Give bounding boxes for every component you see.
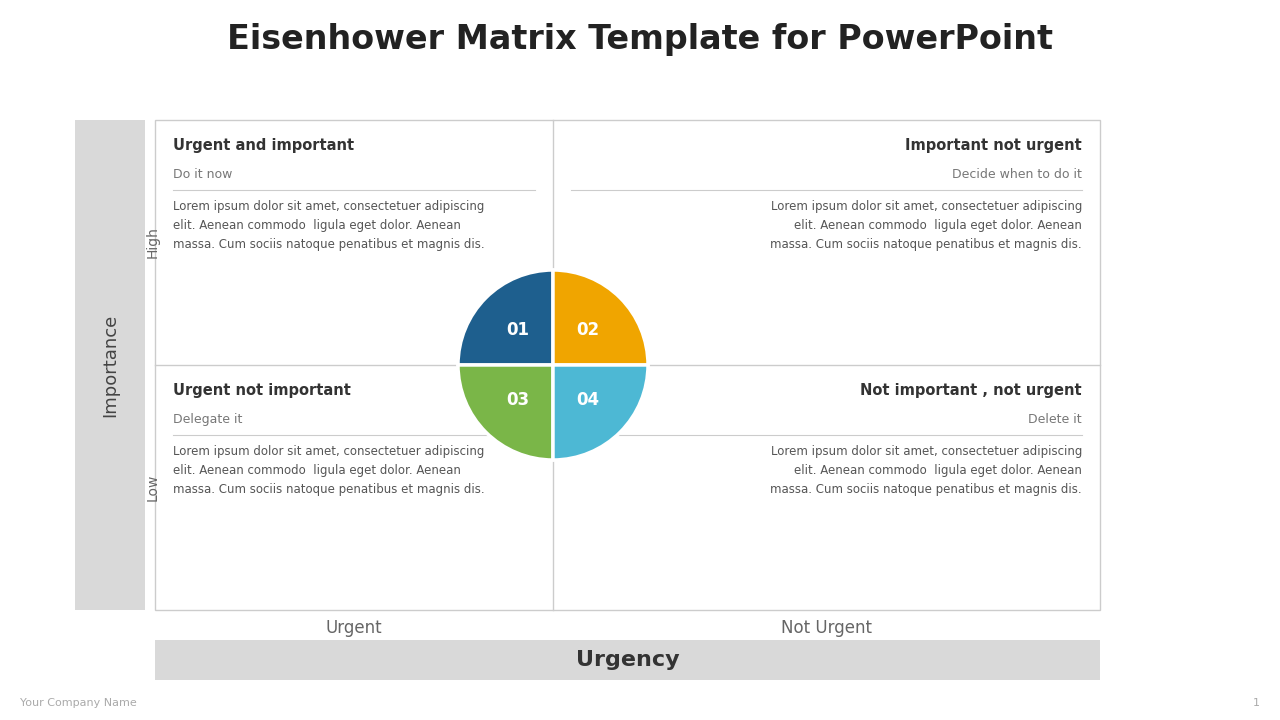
Wedge shape — [553, 365, 648, 460]
Wedge shape — [458, 365, 553, 460]
Bar — [155, 120, 1100, 610]
Text: Your Company Name: Your Company Name — [20, 698, 137, 708]
Text: Decide when to do it: Decide when to do it — [952, 168, 1082, 181]
Text: Lorem ipsum dolor sit amet, consectetuer adipiscing
elit. Aenean commodo  ligula: Lorem ipsum dolor sit amet, consectetuer… — [173, 445, 485, 496]
Text: 03: 03 — [507, 391, 530, 409]
Text: 01: 01 — [507, 321, 530, 339]
Text: Lorem ipsum dolor sit amet, consectetuer adipiscing
elit. Aenean commodo  ligula: Lorem ipsum dolor sit amet, consectetuer… — [771, 445, 1082, 496]
Bar — [155, 640, 1100, 680]
Text: Lorem ipsum dolor sit amet, consectetuer adipiscing
elit. Aenean commodo  ligula: Lorem ipsum dolor sit amet, consectetuer… — [771, 200, 1082, 251]
Text: Importance: Importance — [101, 313, 119, 417]
Text: Lorem ipsum dolor sit amet, consectetuer adipiscing
elit. Aenean commodo  ligula: Lorem ipsum dolor sit amet, consectetuer… — [173, 200, 485, 251]
Text: 1: 1 — [1253, 698, 1260, 708]
Text: 02: 02 — [576, 321, 599, 339]
Text: Urgent and important: Urgent and important — [173, 138, 355, 153]
Text: Urgency: Urgency — [576, 650, 680, 670]
Text: Delegate it: Delegate it — [173, 413, 242, 426]
Text: Low: Low — [146, 474, 160, 501]
Text: Urgent not important: Urgent not important — [173, 383, 351, 398]
Text: High: High — [146, 227, 160, 258]
Text: Delete it: Delete it — [1028, 413, 1082, 426]
Bar — [76, 120, 145, 610]
Text: Important not urgent: Important not urgent — [905, 138, 1082, 153]
Wedge shape — [458, 270, 553, 365]
Text: Not important , not urgent: Not important , not urgent — [860, 383, 1082, 398]
Text: Do it now: Do it now — [173, 168, 233, 181]
Wedge shape — [553, 270, 648, 365]
Text: Eisenhower Matrix Template for PowerPoint: Eisenhower Matrix Template for PowerPoin… — [227, 24, 1053, 56]
Text: 04: 04 — [576, 391, 599, 409]
Text: Urgent: Urgent — [325, 619, 383, 637]
Text: Not Urgent: Not Urgent — [781, 619, 872, 637]
